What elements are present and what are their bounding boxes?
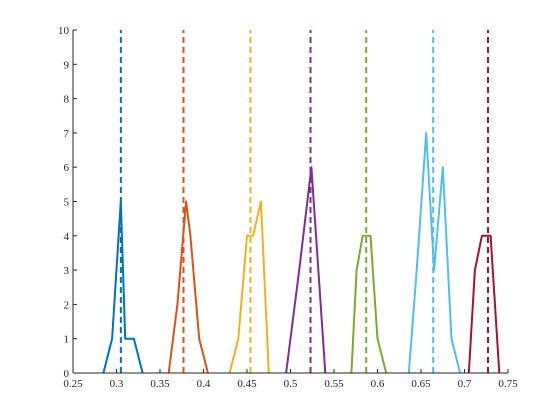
y-tick-label: 5 (64, 197, 70, 209)
y-ticks: 0 1 2 3 4 5 6 7 8 9 10 (58, 25, 77, 380)
y-tick-label: 3 (64, 265, 70, 277)
series-line-6 (407, 131, 462, 374)
x-tick-label: 0.55 (324, 378, 344, 390)
series-line-4 (285, 166, 327, 374)
x-tick-label: 0.7 (458, 378, 472, 390)
x-tick-label: 0.5 (284, 378, 298, 390)
series-line-7 (467, 234, 501, 374)
axes (72, 30, 508, 374)
data-layer (102, 30, 501, 374)
x-tick-label: 0.45 (237, 378, 257, 390)
y-tick-label: 6 (64, 162, 70, 174)
y-tick-label: 4 (64, 231, 70, 243)
series-line-1 (102, 200, 144, 374)
x-tick-label: 0.6 (371, 378, 385, 390)
y-tick-label: 2 (64, 299, 70, 311)
x-tick-label: 0.75 (498, 378, 518, 390)
x-tick-label: 0.3 (110, 378, 124, 390)
y-tick-label: 7 (64, 128, 70, 140)
x-tick-label: 0.65 (411, 378, 431, 390)
y-tick-label: 8 (64, 94, 70, 106)
y-tick-label: 1 (64, 334, 70, 346)
series-line-5 (350, 234, 388, 374)
x-tick-label: 0.35 (150, 378, 170, 390)
series-line-2 (167, 200, 209, 374)
series-line-3 (228, 200, 270, 374)
x-ticks: 0.25 0.3 0.35 0.4 0.45 0.5 0.55 0.6 0.65 0.7 0.75 (63, 369, 518, 390)
y-tick-label: 0 (64, 368, 70, 380)
y-tick-label: 10 (58, 25, 70, 37)
y-tick-label: 9 (64, 59, 70, 71)
x-tick-label: 0.25 (63, 378, 83, 390)
x-tick-label: 0.4 (197, 378, 211, 390)
